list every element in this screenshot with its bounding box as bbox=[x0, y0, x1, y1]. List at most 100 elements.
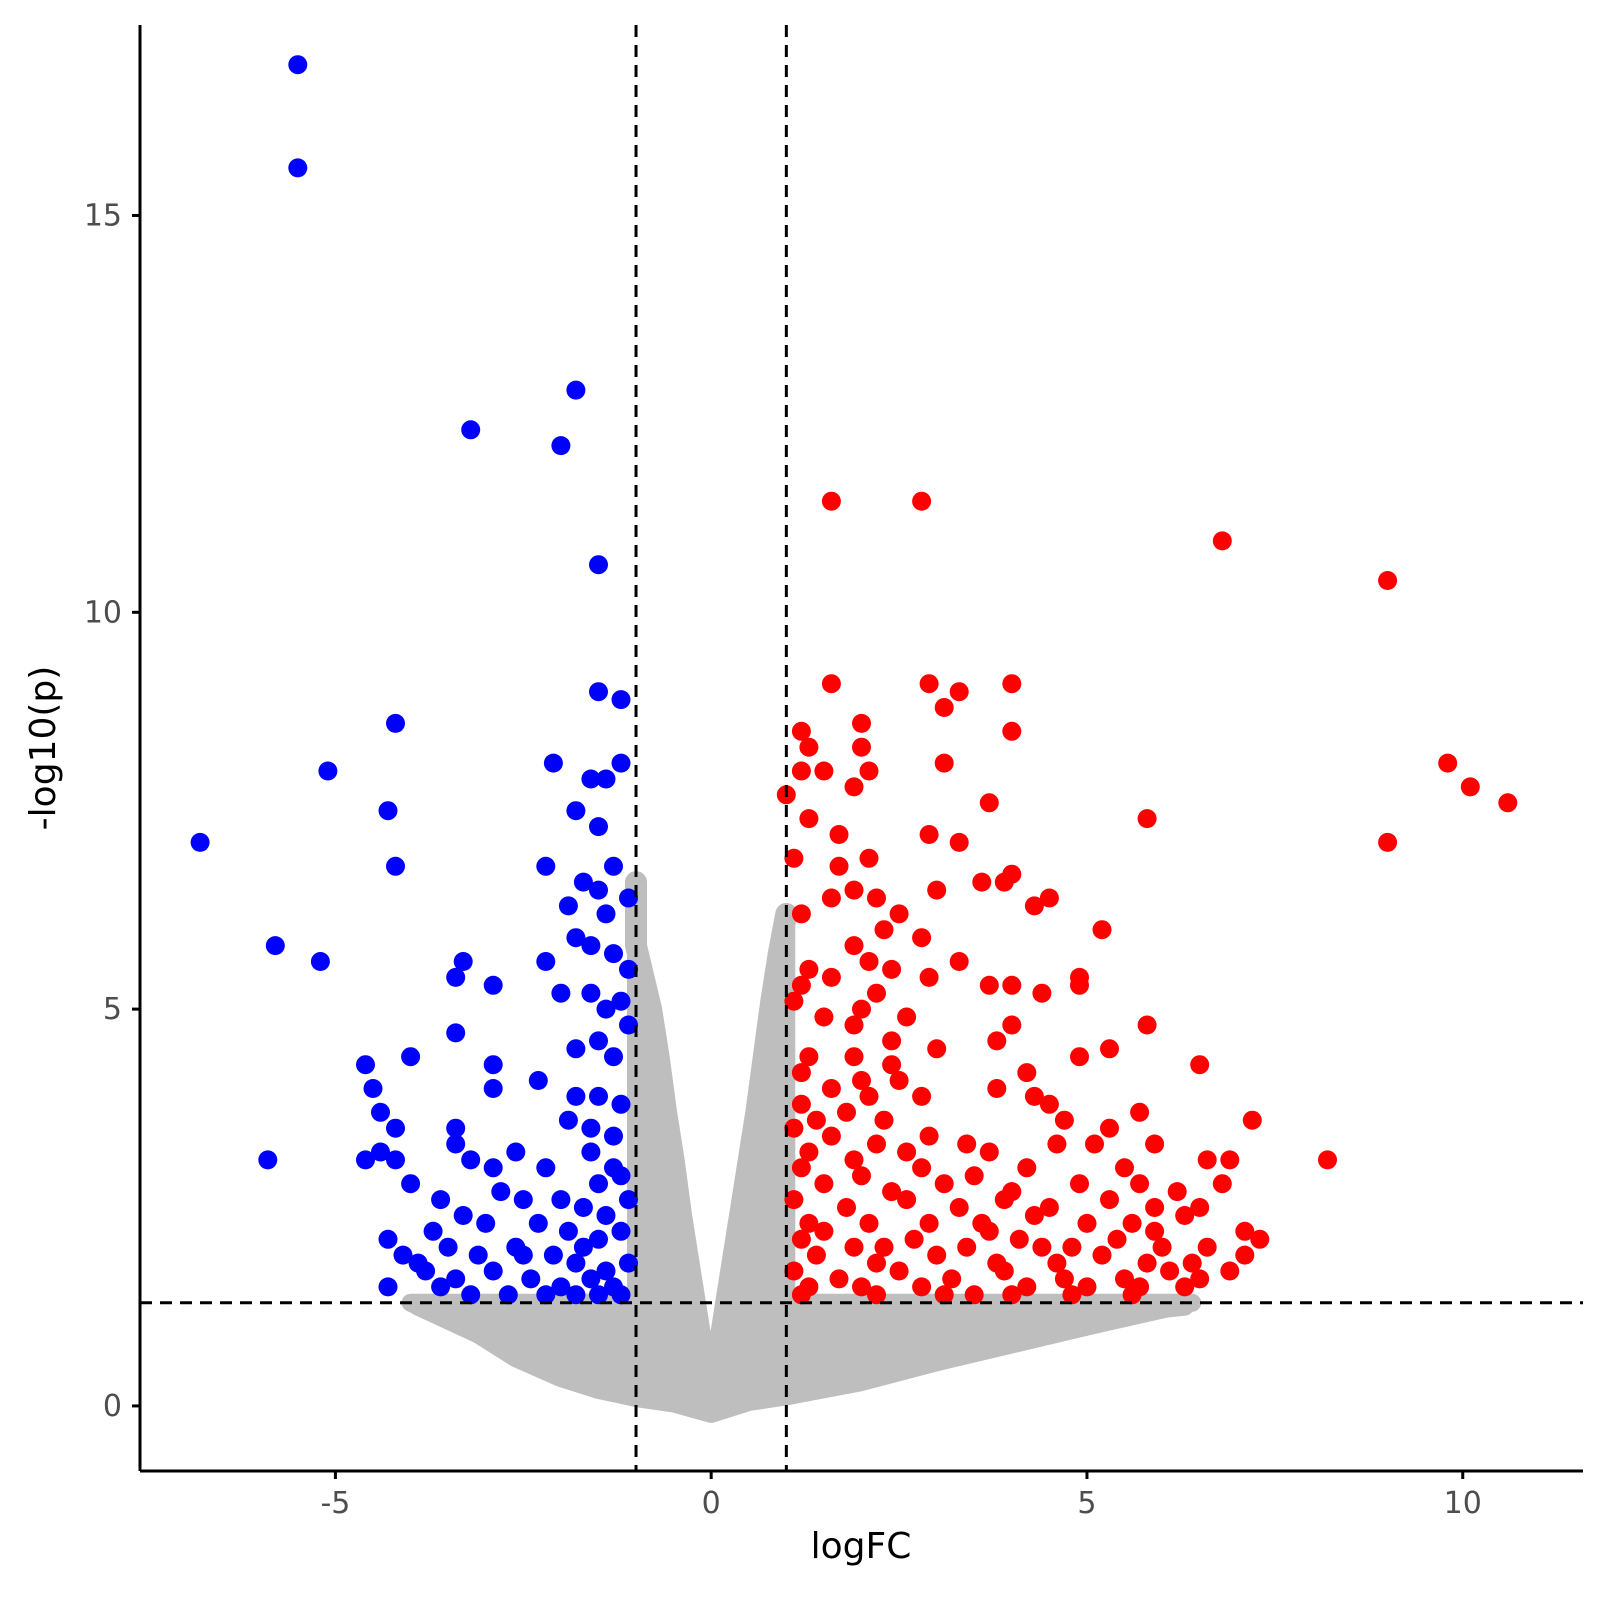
point-up bbox=[821, 1126, 841, 1146]
point-up bbox=[889, 1071, 909, 1090]
point-up bbox=[806, 1245, 826, 1265]
point-down bbox=[551, 1277, 571, 1297]
point-up bbox=[837, 1198, 856, 1217]
point-down bbox=[536, 856, 556, 876]
point-up bbox=[912, 1158, 932, 1178]
point-up bbox=[829, 1269, 849, 1289]
point-down bbox=[589, 1086, 608, 1106]
axis-ticks: -5 0 5 10 0 5 10 15 bbox=[84, 198, 1482, 1521]
point-down bbox=[371, 1102, 390, 1122]
point-up bbox=[874, 1237, 894, 1257]
point-up bbox=[882, 959, 902, 979]
point-up bbox=[844, 1047, 864, 1067]
threshold-lines bbox=[140, 25, 1583, 1471]
point-up bbox=[919, 1126, 939, 1146]
point-up bbox=[821, 888, 841, 908]
point-up bbox=[799, 1213, 819, 1233]
point-down bbox=[573, 1237, 593, 1257]
point-up bbox=[1100, 1190, 1119, 1210]
point-up bbox=[1167, 1182, 1187, 1202]
point-up bbox=[1115, 1269, 1134, 1289]
point-down bbox=[604, 1126, 623, 1146]
point-up bbox=[1024, 896, 1044, 916]
point-up bbox=[889, 1261, 909, 1281]
point-up bbox=[927, 1245, 947, 1265]
point-up bbox=[957, 1237, 977, 1257]
ns-right-arm bbox=[700, 902, 798, 1394]
point-down bbox=[190, 832, 210, 852]
point-up bbox=[1250, 1229, 1270, 1249]
point-up bbox=[814, 1007, 834, 1027]
point-down bbox=[611, 991, 631, 1011]
point-down bbox=[536, 1158, 556, 1178]
point-down bbox=[543, 1245, 563, 1265]
x-tick-label: 0 bbox=[702, 1486, 721, 1521]
point-up bbox=[859, 1086, 879, 1106]
point-up bbox=[852, 1166, 871, 1186]
point-up bbox=[784, 991, 804, 1011]
point-up bbox=[791, 904, 811, 924]
point-down bbox=[265, 936, 285, 956]
series-down bbox=[190, 55, 638, 1305]
point-down bbox=[581, 1142, 601, 1162]
point-up bbox=[1175, 1277, 1195, 1297]
point-down bbox=[401, 1174, 421, 1194]
point-up bbox=[1130, 1174, 1150, 1194]
point-down bbox=[288, 158, 308, 178]
point-up bbox=[867, 1285, 886, 1305]
point-up bbox=[1002, 1285, 1022, 1305]
y-axis-title: -log10(p) bbox=[23, 666, 64, 831]
point-up bbox=[904, 1229, 924, 1249]
point-down bbox=[566, 928, 586, 948]
point-up bbox=[957, 1134, 977, 1154]
point-up bbox=[1024, 1086, 1044, 1106]
point-up bbox=[791, 1285, 811, 1305]
point-up bbox=[814, 761, 834, 781]
point-down bbox=[513, 1190, 533, 1210]
point-up bbox=[1047, 1253, 1067, 1273]
point-down bbox=[611, 1285, 631, 1305]
point-up bbox=[994, 1190, 1014, 1210]
x-tick-label: 10 bbox=[1444, 1486, 1482, 1521]
point-up bbox=[1017, 1277, 1037, 1297]
point-up bbox=[1190, 1269, 1210, 1289]
y-tick-label: 10 bbox=[84, 595, 122, 630]
point-down bbox=[483, 1261, 503, 1281]
point-up bbox=[791, 1063, 811, 1083]
point-down bbox=[528, 1071, 548, 1090]
point-up bbox=[1137, 809, 1157, 829]
point-up bbox=[882, 1031, 902, 1051]
point-up bbox=[1024, 1206, 1044, 1225]
point-up bbox=[874, 1110, 894, 1130]
point-up bbox=[1085, 1134, 1104, 1154]
point-up bbox=[1122, 1285, 1142, 1305]
point-up bbox=[1077, 1213, 1097, 1233]
point-up bbox=[1235, 1221, 1255, 1241]
point-down bbox=[386, 856, 405, 876]
point-up bbox=[859, 1213, 879, 1233]
point-down bbox=[611, 1221, 631, 1241]
point-down bbox=[536, 1285, 556, 1305]
point-down bbox=[596, 999, 616, 1019]
point-up bbox=[1054, 1110, 1074, 1130]
point-up bbox=[1190, 1055, 1210, 1075]
point-down bbox=[461, 1285, 481, 1305]
point-up bbox=[912, 1086, 932, 1106]
point-up bbox=[806, 1110, 826, 1130]
point-up bbox=[964, 1285, 984, 1305]
point-up bbox=[1145, 1134, 1165, 1154]
series-up bbox=[776, 491, 1518, 1305]
point-down bbox=[431, 1277, 451, 1297]
point-down bbox=[468, 1245, 488, 1265]
point-up bbox=[1145, 1198, 1165, 1217]
point-up bbox=[994, 1261, 1014, 1281]
point-down bbox=[401, 1047, 421, 1067]
point-up bbox=[799, 1047, 819, 1067]
point-up bbox=[1100, 1118, 1119, 1138]
point-up bbox=[814, 1221, 834, 1241]
point-down bbox=[581, 769, 601, 789]
point-up bbox=[934, 753, 954, 773]
point-down bbox=[558, 1221, 578, 1241]
point-up bbox=[1002, 975, 1022, 995]
